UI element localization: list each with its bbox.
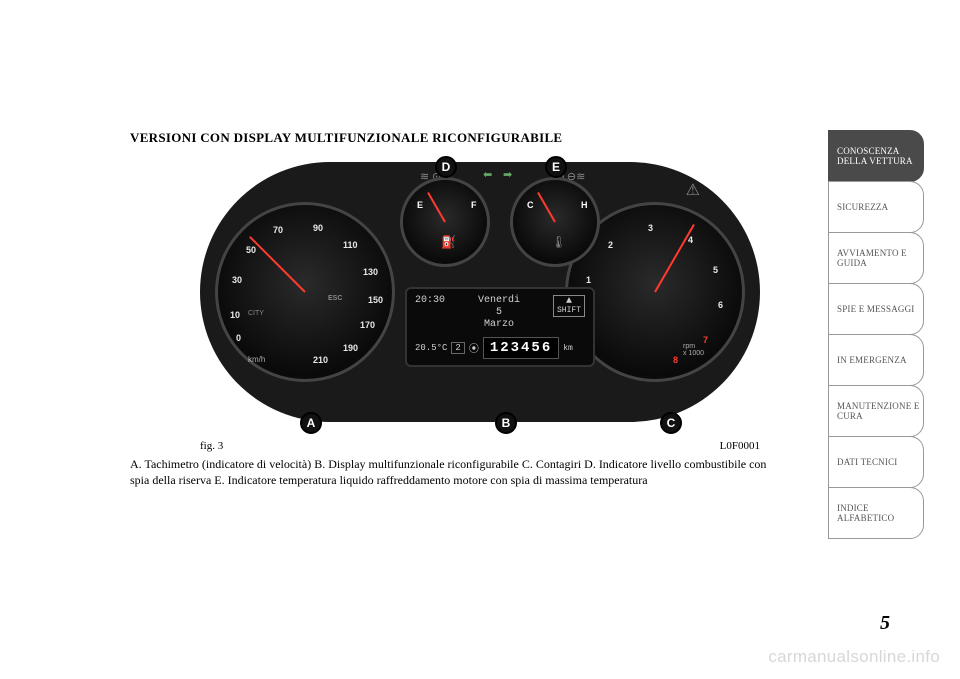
callout-a: A [300,412,322,434]
tacho-tick: 4 [688,235,693,245]
callout-e: E [545,156,567,178]
tacho-tick: 3 [648,223,653,233]
tacho-tick: 6 [718,300,723,310]
figure-caption: A. Tachimetro (indicatore di velocità) B… [130,456,770,488]
tab-conoscenza[interactable]: CONOSCENZA DELLA VETTURA [828,130,924,182]
tacho-needle [654,224,695,293]
callout-d: D [435,156,457,178]
multifunction-display: 20:30 Venerdi 5 Marzo ▲ SHIFT 20.5°C 2 ⦿ [405,287,595,367]
tab-emergenza[interactable]: IN EMERGENZA [828,334,924,386]
speedo-tick: 110 [343,240,358,250]
speedo-tick: 150 [368,295,383,305]
speedo-tick: 50 [246,245,256,255]
callout-c: C [660,412,682,434]
speedometer-gauge: 0 10 30 50 70 90 110 130 150 170 190 210… [215,202,395,382]
temp-cold-label: C [527,200,534,210]
speedo-tick: 70 [273,225,283,235]
temp-gauge: C H 🌡 [510,177,600,267]
hazard-warning-icon: ⚠ [686,180,700,200]
tacho-tick: 2 [608,240,613,250]
fuel-pump-icon: ⛽ [441,235,456,250]
figure-code: L0F0001 [720,440,760,452]
tacho-tick-redline: 8 [673,355,678,365]
odometer-unit: km [563,344,573,353]
temp-needle [537,192,556,222]
trip-icon: ⦿ [469,340,479,356]
tab-spie[interactable]: SPIE E MESSAGGI [828,283,924,335]
speedo-tick: 190 [343,343,358,353]
gear-indicator: 2 [451,342,464,354]
outside-temp: 20.5°C [415,343,447,353]
odometer: 123456 [483,337,559,359]
watermark: carmanualsonline.info [768,647,940,667]
speedo-tick: 0 [236,333,241,343]
tab-dati-tecnici[interactable]: DATI TECNICI [828,436,924,488]
tab-avviamento[interactable]: AVVIAMENTO E GUIDA [828,232,924,284]
speedo-tick: 90 [313,223,323,233]
shift-indicator: ▲ SHIFT [553,295,585,317]
speedo-tick: 30 [232,275,242,285]
display-time: 20:30 [415,295,445,306]
dashboard-figure: ≋ ⊙ ☀ ⬅ ➡ ≡D ⊖≋ ⚠ 0 10 30 50 70 90 110 1… [200,162,760,422]
figure-label: fig. 3 [200,440,223,452]
thermometer-icon: 🌡 [551,235,566,250]
tab-sicurezza[interactable]: SICUREZZA [828,181,924,233]
fuel-gauge: E F ⛽ [400,177,490,267]
speedo-unit: km/h [248,355,265,364]
instrument-cluster: ≋ ⊙ ☀ ⬅ ➡ ≡D ⊖≋ ⚠ 0 10 30 50 70 90 110 1… [200,162,760,422]
fuel-full-label: F [471,200,477,210]
temp-hot-label: H [581,200,588,210]
esc-indicator: ESC [328,295,342,302]
section-tabs: CONOSCENZA DELLA VETTURA SICUREZZA AVVIA… [828,130,924,538]
section-heading: VERSIONI CON DISPLAY MULTIFUNZIONALE RIC… [130,130,830,146]
speedo-tick: 210 [313,355,328,365]
tacho-unit: rpmx 1000 [683,343,704,357]
tab-indice[interactable]: INDICE ALFABETICO [828,487,924,539]
page-number: 5 [880,612,890,635]
city-indicator: CITY [248,310,264,317]
callout-b: B [495,412,517,434]
tacho-tick: 1 [586,275,591,285]
speedo-needle [249,236,306,293]
speedo-tick: 10 [230,310,240,320]
turn-signal-icons: ⬅ ➡ [483,168,516,181]
speedo-tick: 130 [363,267,378,277]
tacho-tick: 5 [713,265,718,275]
fuel-needle [427,192,446,222]
speedo-tick: 170 [360,320,375,330]
display-date: Venerdi 5 Marzo [445,295,553,331]
tab-manutenzione[interactable]: MANUTENZIONE E CURA [828,385,924,437]
fuel-empty-label: E [417,200,423,210]
